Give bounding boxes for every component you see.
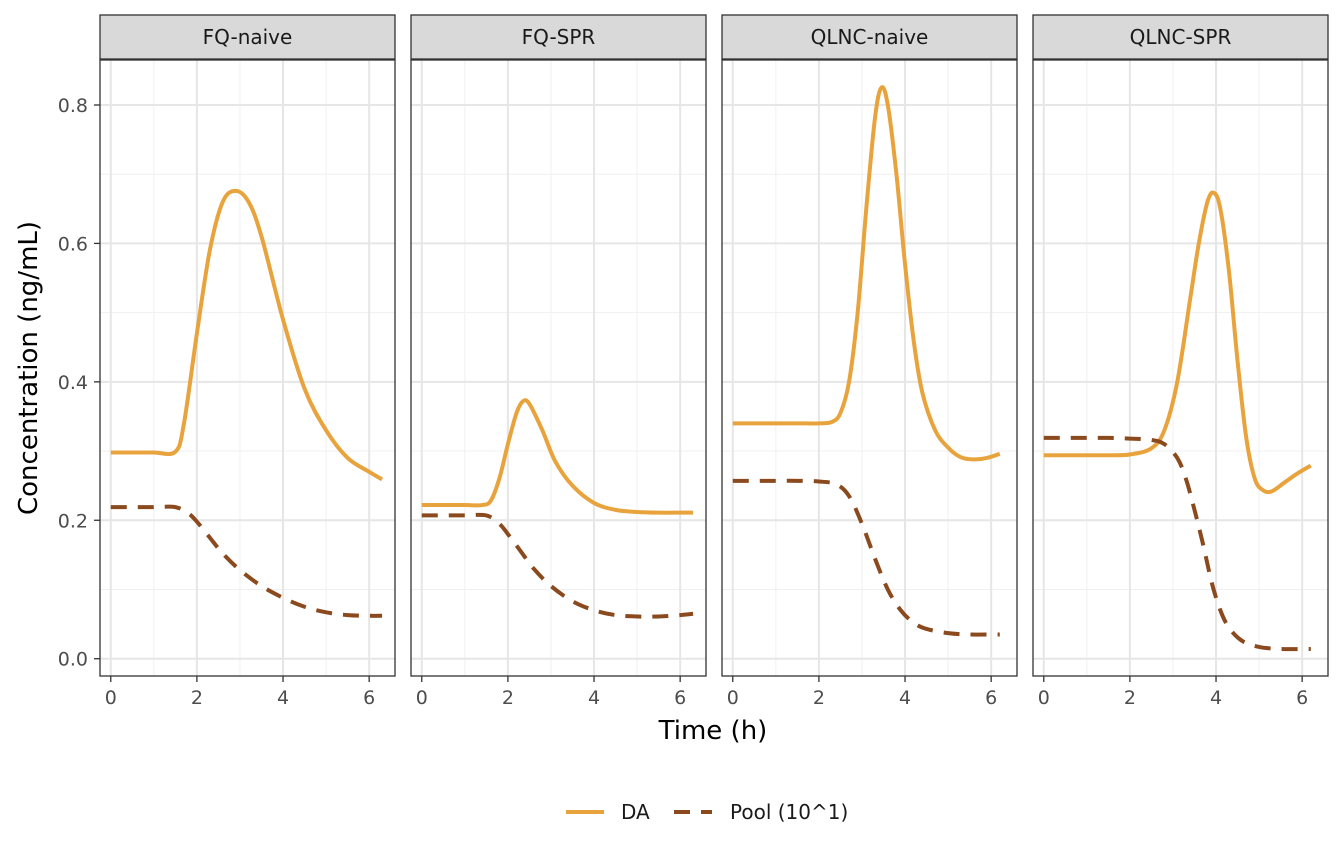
- series-line-pool: [421, 512, 694, 619]
- x-tick-label: 6: [985, 687, 997, 709]
- series-line-da: [110, 188, 384, 482]
- x-tick-label: 2: [191, 687, 203, 709]
- series-line-pool: [732, 478, 1000, 637]
- x-tick-label: 2: [813, 687, 825, 709]
- x-axis-title: Time (h): [658, 716, 768, 746]
- facet-strip: [99, 14, 396, 60]
- x-tick-label: 2: [502, 687, 514, 709]
- x-tick-label: 4: [899, 687, 911, 709]
- series-line-pool: [1043, 435, 1311, 652]
- legend-label-pool: Pool (10^1): [730, 800, 848, 824]
- x-tick-label: 4: [588, 687, 600, 709]
- facet-strip-label: FQ-SPR: [522, 25, 596, 49]
- legend: DA Pool (10^1): [566, 800, 848, 824]
- x-tick-label: 6: [1296, 687, 1308, 709]
- y-axis-title: Concentration (ng/mL): [14, 221, 44, 515]
- panel-border: [1032, 59, 1329, 677]
- y-tick-label: 0.0: [58, 649, 88, 671]
- panel-border: [721, 59, 1018, 677]
- y-tick-label: 0.8: [58, 95, 88, 117]
- panel-background: [100, 60, 395, 676]
- x-tick-label: 6: [363, 687, 375, 709]
- panel-border: [99, 59, 396, 677]
- panel-border: [410, 59, 707, 677]
- facet-strip: [1032, 14, 1329, 60]
- x-tick-label: 0: [1038, 687, 1050, 709]
- series-line-da: [1043, 190, 1312, 495]
- facet-strip-label: QLNC-SPR: [1130, 25, 1232, 49]
- facet-panel-4: QLNC-SPR 0 2 4 6: [1032, 14, 1329, 709]
- legend-label-da: DA: [621, 800, 650, 824]
- facet-strip: [410, 14, 707, 60]
- series-line-da: [732, 85, 1001, 462]
- series-line-pool: [110, 504, 383, 618]
- series-line-da: [421, 398, 694, 515]
- facet-strip-label: FQ-naive: [203, 25, 293, 49]
- facet-panel-2: FQ-SPR 0 2 4 6: [410, 14, 707, 709]
- x-tick-label: 0: [727, 687, 739, 709]
- y-tick-label: 0.4: [58, 372, 88, 394]
- x-tick-label: 0: [105, 687, 117, 709]
- x-tick-label: 2: [1124, 687, 1136, 709]
- facet-panel-3: QLNC-naive 0 2 4 6: [721, 14, 1018, 709]
- facet-panel-1: FQ-naive 0 2 4 6: [99, 14, 396, 709]
- x-tick-label: 6: [674, 687, 686, 709]
- y-tick-label: 0.6: [58, 233, 88, 255]
- x-tick-label: 4: [1210, 687, 1222, 709]
- facet-strip-label: QLNC-naive: [811, 25, 929, 49]
- panel-background: [411, 60, 706, 676]
- x-tick-label: 0: [416, 687, 428, 709]
- y-tick-label: 0.2: [58, 510, 88, 532]
- facet-strip: [721, 14, 1018, 60]
- x-tick-label: 4: [277, 687, 289, 709]
